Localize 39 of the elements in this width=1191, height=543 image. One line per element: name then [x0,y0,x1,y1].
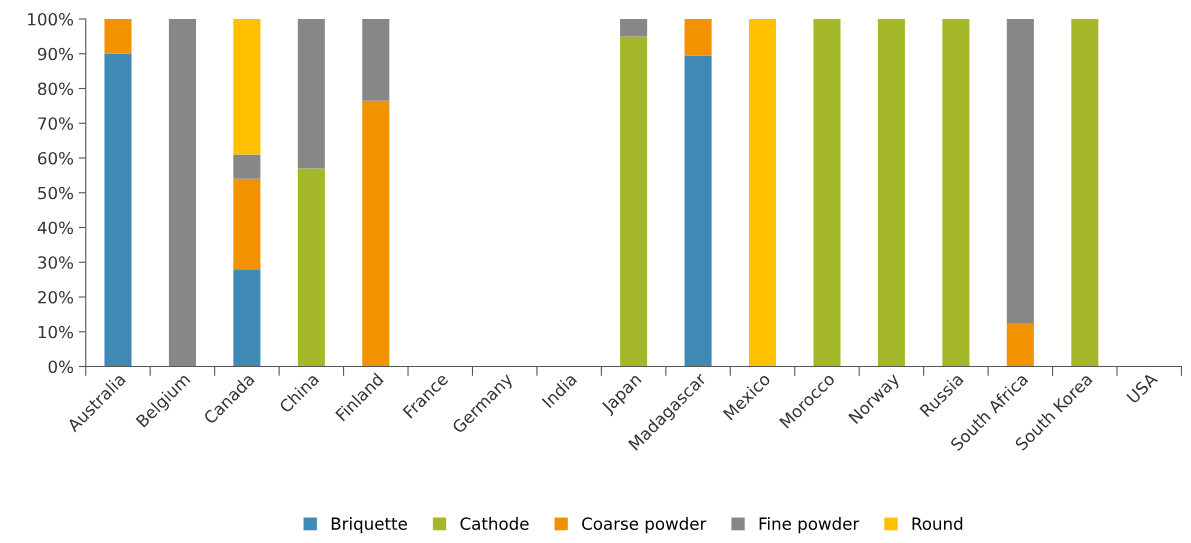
y-tick-label: 40% [37,221,74,235]
bar [1071,19,1099,367]
bar [620,19,648,37]
x-tick-label: USA [1126,371,1159,404]
y-tick-label: 100% [28,12,74,26]
legend-label: Fine powder [759,517,860,534]
bar [233,269,261,367]
bar [942,19,970,367]
y-tick-label: 20% [38,290,74,304]
legend-label: Round [912,517,963,530]
bar [684,19,712,56]
bar [1006,19,1034,324]
y-tick-label: 70% [38,117,74,130]
bar [620,36,648,367]
bar [1006,323,1034,367]
y-tick-label: 80% [38,82,74,96]
bar [104,19,132,54]
y-tick-label: 0% [48,360,74,374]
bar [877,19,905,367]
bar [168,19,196,367]
bar [297,19,325,169]
y-tick-label: 10% [38,325,74,339]
legend-label: Cathode [460,517,529,530]
bar [233,178,261,270]
bar [362,100,390,367]
legend-label: Coarse powder [582,517,707,534]
bar [297,168,325,367]
bar [813,19,841,367]
bar [233,19,261,155]
y-tick-label: 30% [38,256,74,269]
y-tick-label: 90% [37,47,74,61]
bar [104,53,132,367]
bar [748,19,777,367]
bar [362,19,390,101]
y-tick-label: 50% [38,186,74,200]
bar [233,154,261,179]
legend-label: Briquette [331,517,407,534]
y-tick-label: 60% [38,151,74,165]
bar [684,55,712,367]
